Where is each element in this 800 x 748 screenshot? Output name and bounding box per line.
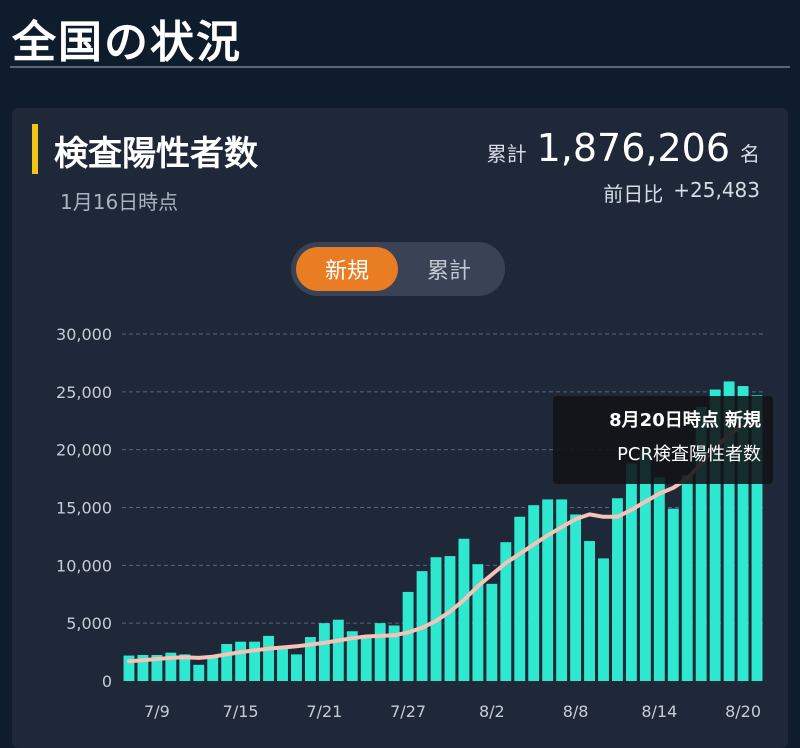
tooltip-subtitle: PCR検査陽性者数 bbox=[617, 444, 761, 465]
bar bbox=[723, 381, 735, 681]
x-tick-label: 7/21 bbox=[306, 702, 342, 721]
bar bbox=[598, 558, 609, 681]
bar bbox=[584, 541, 595, 681]
x-tick-label: 8/20 bbox=[725, 702, 761, 721]
bar bbox=[556, 499, 568, 681]
y-tick-label: 25,000 bbox=[56, 383, 112, 402]
x-tick-label: 7/15 bbox=[223, 702, 259, 721]
view-toggle: 新規 累計 bbox=[291, 242, 505, 296]
bar bbox=[570, 514, 582, 681]
bar bbox=[709, 389, 721, 681]
bar bbox=[667, 508, 679, 681]
bar bbox=[737, 386, 749, 681]
bar bbox=[235, 641, 247, 681]
bar bbox=[653, 477, 665, 681]
bar bbox=[486, 583, 498, 681]
chart-tooltip: 8月20日時点 新規 PCR検査陽性者数 bbox=[553, 396, 773, 484]
bar bbox=[360, 638, 372, 681]
x-tick-label: 7/27 bbox=[390, 702, 426, 721]
bar bbox=[639, 449, 651, 681]
bar bbox=[277, 647, 288, 681]
bar bbox=[751, 395, 763, 681]
bar bbox=[193, 664, 205, 681]
title-divider bbox=[10, 66, 790, 68]
bar bbox=[374, 623, 386, 681]
bar bbox=[179, 654, 191, 681]
toggle-new-button[interactable]: 新規 bbox=[296, 247, 398, 291]
y-tick-label: 10,000 bbox=[56, 556, 112, 575]
bar bbox=[318, 623, 330, 681]
bar bbox=[514, 516, 526, 681]
bar bbox=[625, 463, 637, 681]
accent-bar bbox=[32, 124, 38, 174]
cases-chart: 0 5,000 10,000 15,000 20,000 25,000 30,000 7/9 7… bbox=[56, 325, 764, 721]
bar bbox=[123, 655, 135, 681]
bar bbox=[458, 538, 470, 681]
total-value: 1,876,206 bbox=[536, 126, 730, 170]
total-label: 累計 bbox=[486, 142, 527, 166]
card-title: 検査陽性者数 bbox=[54, 134, 258, 174]
tooltip-title: 8月20日時点 新規 bbox=[609, 410, 761, 431]
trend-line bbox=[127, 418, 759, 664]
bar bbox=[681, 475, 693, 681]
y-tick-label: 5,000 bbox=[66, 614, 112, 633]
cumulative-total: 累計 1,876,206 名 bbox=[487, 126, 760, 170]
bar bbox=[291, 654, 302, 681]
bar bbox=[388, 625, 400, 681]
x-tick-label: 8/8 bbox=[563, 702, 589, 721]
as-of-date: 1月16日時点 bbox=[60, 190, 179, 214]
bar bbox=[304, 637, 316, 681]
toggle-cumulative-button[interactable]: 累計 bbox=[426, 259, 471, 284]
bar bbox=[472, 564, 484, 681]
bar bbox=[207, 656, 219, 681]
x-tick-label: 7/9 bbox=[144, 702, 170, 721]
bar bbox=[137, 654, 149, 681]
bar bbox=[165, 652, 177, 681]
bar bbox=[249, 641, 261, 681]
y-tick-label: 15,000 bbox=[56, 499, 112, 518]
bar bbox=[695, 406, 707, 681]
bar bbox=[528, 505, 540, 681]
y-tick-label: 30,000 bbox=[56, 325, 112, 344]
diff-value: +25,483 bbox=[673, 178, 760, 202]
diff-label: 前日比 bbox=[603, 182, 664, 206]
page-title: 全国の状況 bbox=[12, 17, 242, 68]
bar bbox=[542, 499, 554, 681]
bar bbox=[612, 498, 623, 681]
bar bbox=[263, 635, 274, 681]
x-tick-label: 8/2 bbox=[479, 702, 505, 721]
bar bbox=[444, 556, 456, 681]
bar bbox=[402, 591, 414, 681]
x-tick-label: 8/14 bbox=[641, 702, 677, 721]
bar bbox=[151, 654, 163, 681]
y-tick-label: 20,000 bbox=[56, 441, 112, 460]
bar bbox=[332, 619, 344, 681]
day-over-day: 前日比 +25,483 bbox=[603, 178, 760, 207]
bar bbox=[346, 631, 358, 681]
bar bbox=[500, 542, 512, 681]
total-unit: 名 bbox=[740, 142, 760, 166]
bar bbox=[221, 643, 233, 681]
positive-cases-card: 検査陽性者数 1月16日時点 累計 1,876,206 名 前日比 +25,48… bbox=[12, 108, 788, 748]
y-tick-label: 0 bbox=[102, 672, 112, 691]
